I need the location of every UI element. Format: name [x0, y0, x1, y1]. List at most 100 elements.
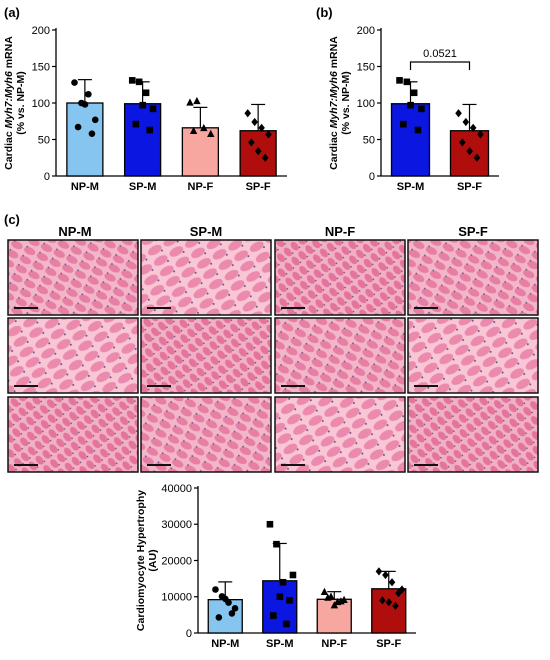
data-point: [261, 153, 269, 162]
data-point: [276, 593, 284, 601]
y-tick-label: 50: [363, 134, 375, 146]
y-axis-label-units: (AU): [147, 549, 159, 571]
data-point: [400, 120, 407, 128]
bar-np-m: [207, 599, 243, 634]
y-tick-label: 0: [186, 628, 192, 640]
y-tick-label: 100: [32, 98, 50, 110]
data-point: [469, 123, 477, 132]
data-point: [462, 117, 470, 127]
chart-c-cardiomyocyte-hypertrophy: 0 10000 20000 30000 40000 Cardiomyocyte Hyper…: [135, 483, 416, 650]
data-point: [270, 612, 277, 619]
data-point: [85, 90, 92, 98]
significance-bracket: [409, 61, 471, 70]
bar-sp-f: [371, 588, 407, 634]
data-point: [142, 89, 150, 97]
data-point: [403, 78, 411, 86]
data-point: [212, 586, 219, 593]
data-point: [418, 105, 425, 113]
data-point: [193, 96, 201, 105]
y-tick-label: 200: [357, 25, 375, 37]
panel-label-c: (c): [4, 212, 20, 227]
micrograph-r3-c1: [7, 396, 139, 473]
data-point: [149, 105, 157, 113]
bar-np-m: [66, 102, 104, 177]
y-tick-label: 30000: [161, 519, 192, 531]
bar-sp-m: [262, 580, 298, 634]
data-point: [88, 130, 96, 137]
y-tick-label: 100: [357, 98, 375, 110]
data-point: [477, 130, 484, 139]
data-point: [81, 101, 89, 108]
data-point: [398, 585, 406, 594]
data-point: [395, 589, 402, 598]
x-tick-label: SP-M: [129, 181, 157, 193]
panel-label-a: (a): [4, 5, 20, 20]
micrograph-image: [140, 239, 272, 316]
data-point: [248, 138, 255, 147]
bar-group-sp-m: SP-M: [390, 77, 431, 193]
data-point: [189, 126, 198, 135]
y-tick-label: 0: [44, 171, 50, 183]
data-point: [283, 620, 290, 628]
y-tick-label: 50: [38, 134, 50, 146]
micrograph-r2-c1: [7, 317, 139, 394]
micrograph-image: [7, 396, 139, 473]
y-axis-label-units: (% vs. NP-M): [340, 71, 352, 135]
data-point: [388, 578, 396, 587]
bar-group-np-f: NP-F: [316, 587, 352, 650]
micrograph-header-sp-f: SP-F: [458, 224, 488, 239]
micrograph-image: [407, 239, 539, 316]
micrograph-image: [7, 317, 139, 394]
data-point: [330, 601, 339, 609]
micrograph-r3-c2: [140, 396, 272, 473]
micrograph-r2-c3: [274, 317, 406, 394]
bar-group-sp-f: SP-F: [371, 567, 407, 650]
data-point: [337, 597, 345, 605]
y-tick-label: 200: [32, 25, 50, 37]
y-axis-label: Cardiac Myh7:Myh6 mRNA: [3, 36, 15, 170]
micrograph-r1-c2: [140, 239, 272, 316]
data-point: [228, 610, 236, 617]
data-point: [279, 578, 287, 586]
x-tick-label: SP-M: [266, 638, 294, 650]
micrograph-image: [7, 239, 139, 316]
data-point: [254, 147, 262, 156]
data-point: [473, 153, 481, 162]
micrograph-header-np-m: NP-M: [58, 224, 91, 239]
data-point: [410, 89, 418, 97]
micrograph-header-sp-m: SP-M: [190, 224, 223, 239]
micrograph-image: [407, 396, 539, 473]
data-point: [382, 570, 389, 580]
y-tick-label: 150: [32, 61, 50, 73]
data-point: [407, 101, 414, 109]
data-point: [286, 597, 293, 604]
micrograph-r1-c4: [407, 239, 539, 316]
data-point: [379, 596, 386, 605]
x-tick-label: NP-F: [188, 181, 214, 193]
data-point: [132, 120, 140, 128]
data-point: [146, 126, 153, 134]
x-tick-label: NP-M: [211, 638, 239, 650]
data-point: [244, 109, 252, 118]
data-point: [273, 540, 280, 548]
micrograph-grid: [7, 239, 539, 473]
data-point: [375, 567, 383, 576]
micrograph-image: [140, 396, 272, 473]
data-point: [128, 77, 136, 84]
bar-group-sp-m: SP-M: [123, 77, 162, 193]
bar-group-np-f: NP-F: [181, 96, 220, 193]
data-point: [289, 571, 297, 579]
data-point: [222, 595, 229, 603]
y-tick-label: 40000: [161, 483, 192, 495]
data-point: [266, 520, 274, 528]
chart-a-myh7-myh6-mrna: 0 50 100 150 200 Cardiac Myh7:Myh6 mRNA(% vs.…: [3, 25, 287, 193]
data-point: [207, 129, 215, 137]
bar-group-np-m: NP-M: [66, 79, 104, 193]
data-point: [414, 126, 422, 134]
x-tick-label: SP-F: [246, 181, 271, 193]
data-point: [258, 123, 265, 132]
bar-sp-m: [390, 103, 431, 177]
x-tick-label: SP-F: [457, 181, 482, 193]
micrograph-r3-c3: [274, 396, 406, 473]
data-point: [320, 587, 329, 595]
